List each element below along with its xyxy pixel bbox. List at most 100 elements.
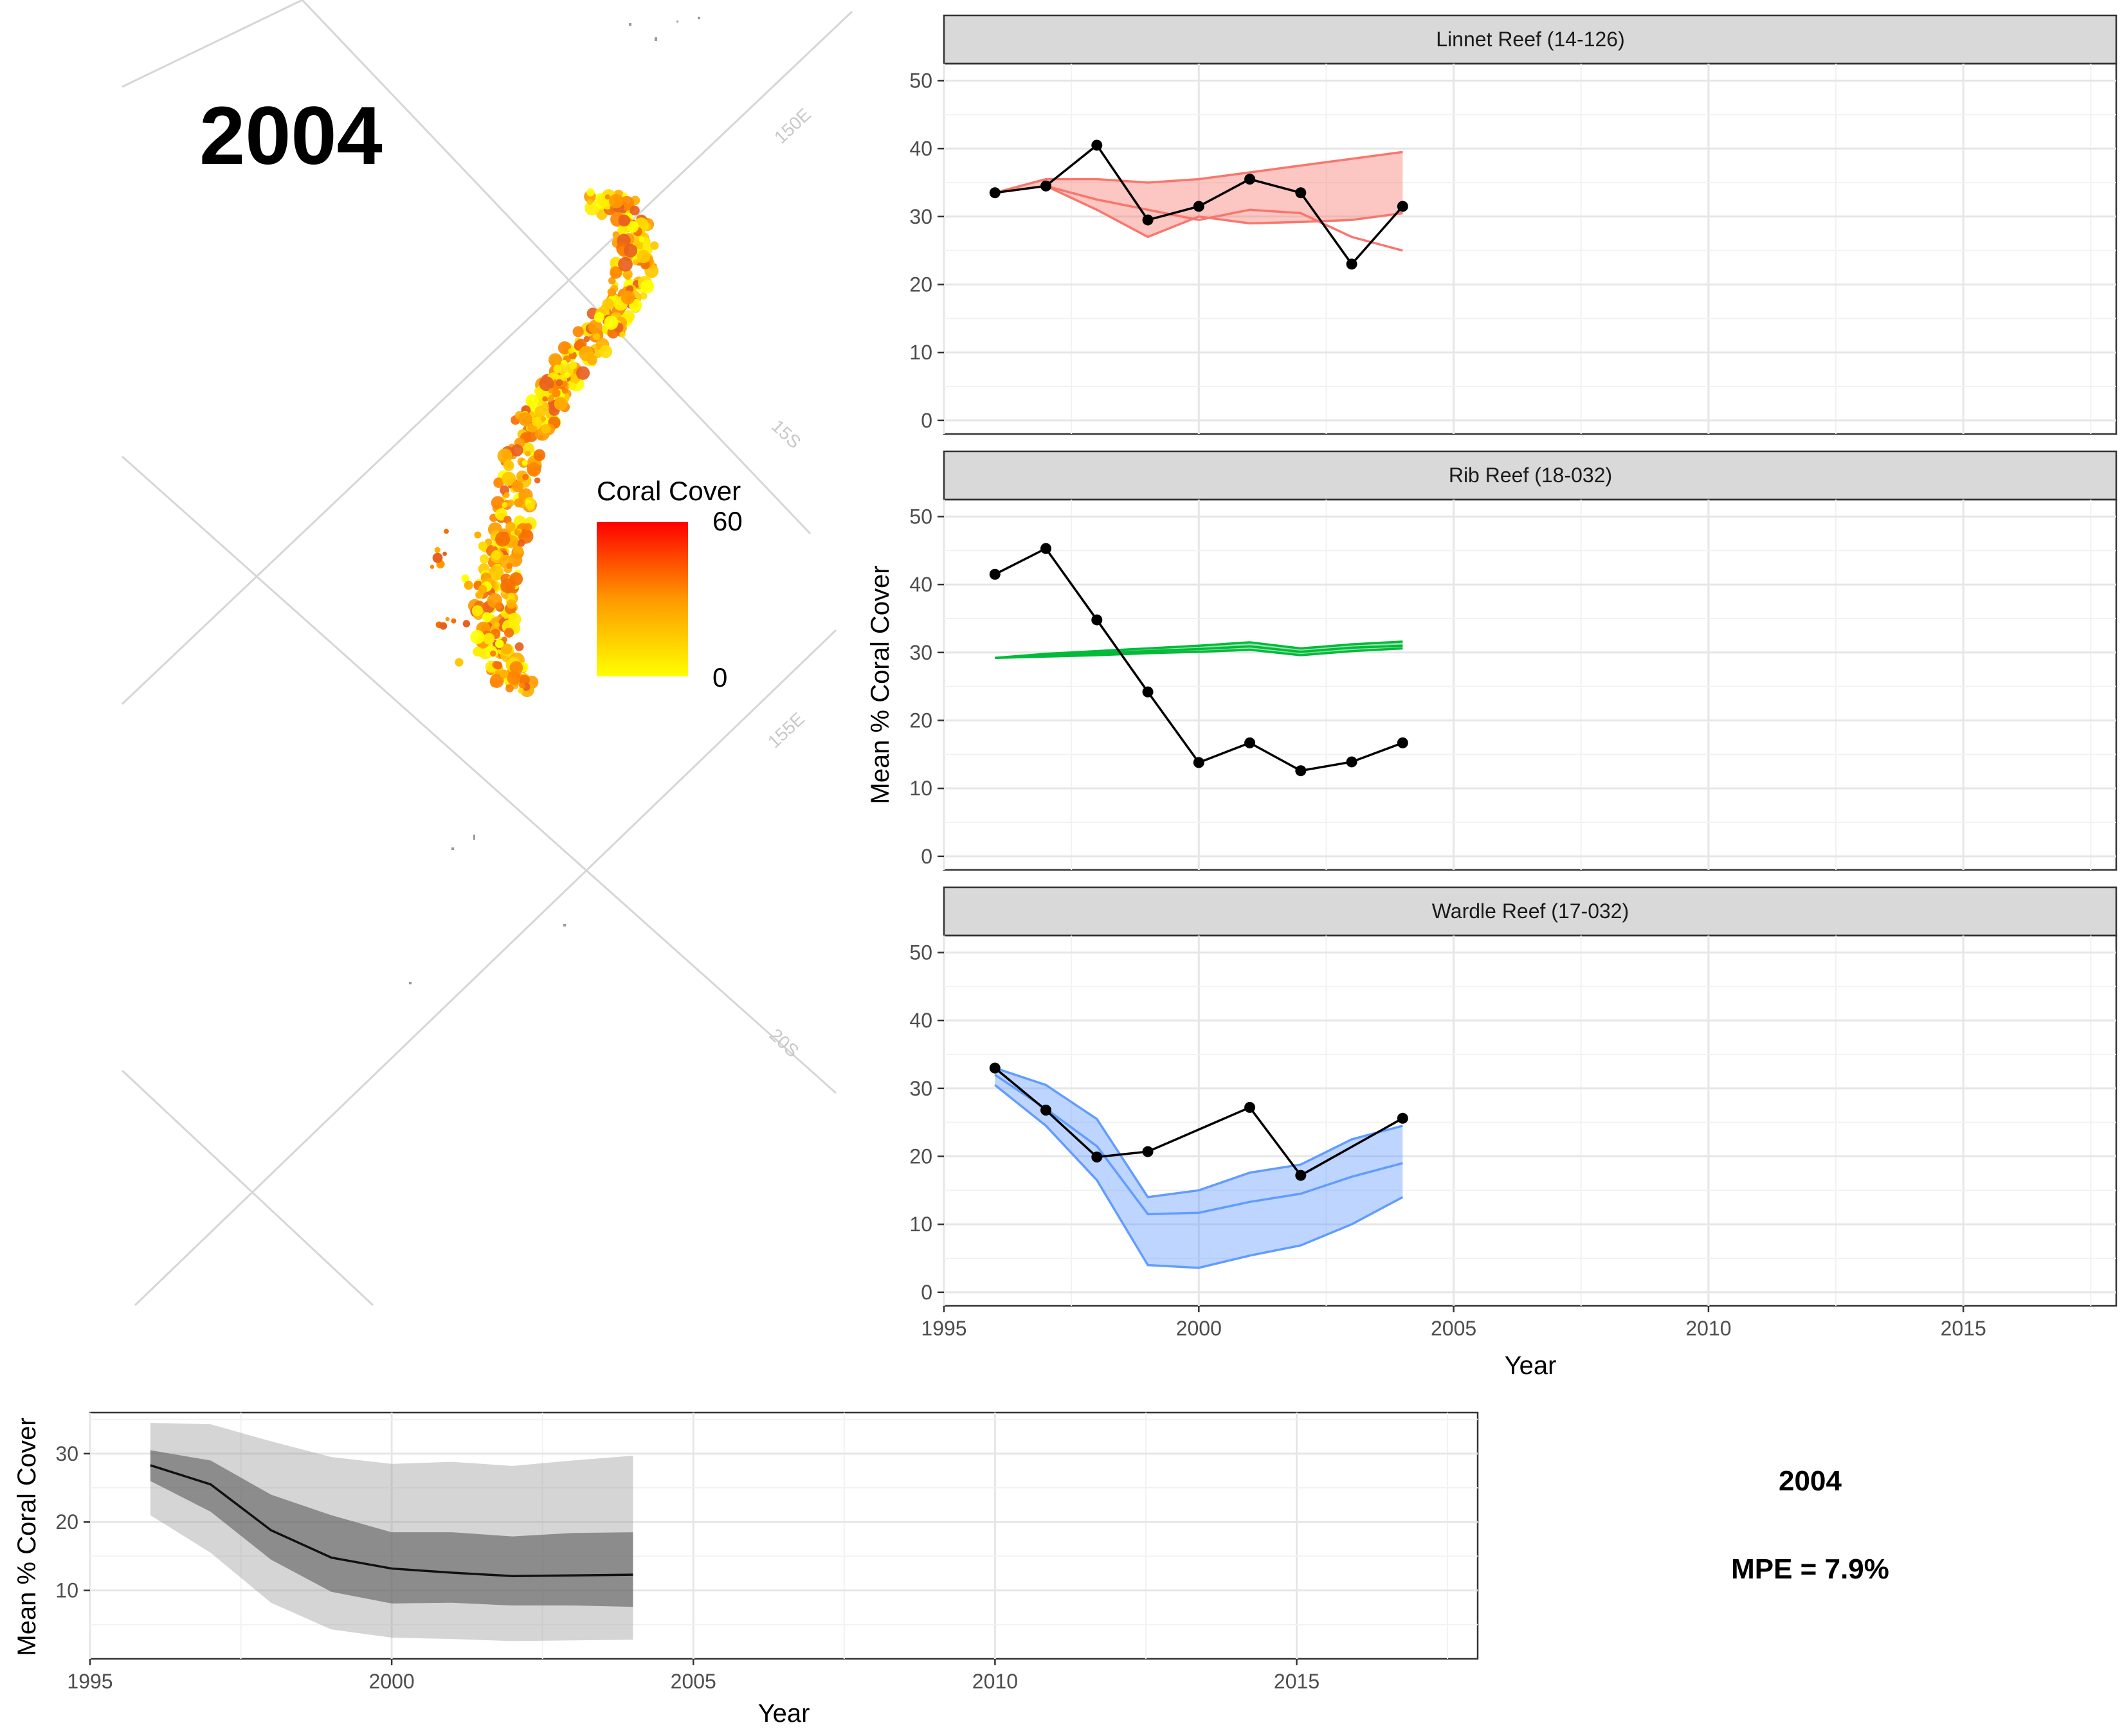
y-tick-label: 30 — [909, 641, 932, 664]
reef-point — [505, 684, 514, 692]
reef-point — [509, 661, 523, 674]
y-tick-label: 0 — [921, 845, 932, 868]
grid-lines — [943, 500, 2116, 870]
reef-point — [442, 551, 447, 556]
reef-point — [493, 477, 504, 488]
reef-point — [439, 622, 448, 630]
reef-point — [518, 539, 525, 547]
reef-point — [624, 274, 631, 280]
credible-bands — [150, 1422, 633, 1641]
observed-point — [1397, 737, 1408, 748]
observed-point — [1091, 1152, 1103, 1163]
x-tick-label: 2005 — [1431, 1317, 1476, 1340]
reef-point — [541, 424, 551, 434]
reef-point — [497, 448, 512, 464]
reef-point — [586, 188, 595, 197]
grid-lines — [943, 64, 2116, 434]
reef-point — [608, 288, 617, 296]
y-tick-label: 20 — [909, 1144, 932, 1168]
inner-credible-band — [150, 1450, 633, 1607]
reef-point — [621, 290, 635, 305]
info-year: 2004 — [1779, 1465, 1842, 1497]
observed-point — [1295, 187, 1307, 199]
observed-point — [1040, 1105, 1052, 1116]
y-tick-label: 20 — [55, 1510, 78, 1533]
reef-point — [474, 531, 482, 539]
reef-point — [572, 326, 584, 338]
reef-point — [640, 292, 648, 300]
x-tick-label: 2010 — [1685, 1317, 1731, 1340]
reef-point — [491, 541, 497, 547]
reef-point — [619, 331, 626, 338]
observed-point — [1295, 765, 1307, 777]
reef-point — [471, 605, 484, 617]
observed-point — [1397, 201, 1408, 212]
reef-point — [552, 388, 561, 398]
reef-point — [478, 585, 487, 594]
reef-point — [503, 460, 514, 471]
y-tick-label: 40 — [909, 1009, 932, 1032]
reef-point — [502, 471, 516, 486]
legend-title: Coral Cover — [597, 476, 741, 506]
reef-point — [540, 416, 547, 422]
observed-point — [1040, 180, 1052, 192]
reef-point — [483, 633, 495, 645]
reef-point — [604, 315, 619, 330]
reef-point — [568, 348, 574, 354]
y-tick-label: 0 — [921, 409, 932, 432]
reef-point — [470, 629, 485, 644]
reef-point — [511, 444, 523, 457]
reef-point — [494, 622, 500, 628]
observed-series — [989, 543, 1408, 777]
reef-point — [594, 312, 604, 323]
reef-point — [480, 554, 489, 564]
reef-point — [534, 405, 547, 418]
reef-point — [549, 353, 563, 367]
reef-point — [632, 259, 639, 266]
reef-point — [506, 563, 512, 569]
observed-point — [1244, 737, 1256, 748]
reef-point — [623, 244, 638, 258]
island — [409, 982, 412, 984]
y-tick-label: 0 — [921, 1281, 932, 1304]
graticule-line — [122, 0, 303, 88]
reef-point — [599, 345, 613, 359]
observed-point — [1091, 614, 1103, 626]
reef-point — [434, 547, 440, 554]
observed-point — [1193, 757, 1204, 768]
x-axis-ticks: 1995 2000 2005 2010 2015 — [67, 1659, 1319, 1693]
lower-bound-line — [995, 647, 1403, 660]
reef-point — [539, 376, 554, 392]
overall-trend-panel: 10 20 30 1995 2000 2005 2010 2015 — [55, 1411, 1479, 1693]
reef-point — [637, 249, 651, 264]
reef-point — [506, 599, 516, 609]
reef-point — [500, 643, 512, 655]
median-prediction-line — [995, 644, 1403, 660]
reef-point — [518, 687, 524, 694]
reef-point — [586, 199, 594, 205]
observed-point — [1397, 1112, 1408, 1124]
reef-point — [525, 451, 531, 457]
reef-point — [617, 224, 629, 236]
observed-point — [1040, 543, 1052, 554]
legend-max-label: 60 — [712, 506, 743, 536]
island — [629, 23, 631, 26]
island — [563, 924, 566, 927]
reef-point — [527, 462, 541, 477]
reef-point — [526, 502, 535, 511]
x-tick-label: 2000 — [369, 1670, 415, 1693]
graticule-label: 155E — [764, 709, 808, 752]
reef-point — [507, 499, 514, 507]
observed-point — [1295, 1170, 1307, 1181]
upper-bound-line — [994, 150, 1403, 194]
y-axis-ticks: 0 10 20 30 40 50 — [909, 69, 944, 432]
lower-bound-line — [994, 1084, 1404, 1269]
facet-rib-reef: Rib Reef (18-032) 0 10 20 30 40 50 — [909, 450, 2117, 871]
reef-point — [502, 502, 508, 508]
y-axis-ticks: 0 10 20 30 40 50 — [909, 505, 944, 868]
reef-point — [491, 550, 502, 560]
reef-point — [576, 366, 590, 380]
reef-point — [548, 388, 554, 393]
reef-point — [525, 394, 539, 408]
plot-area — [943, 62, 2117, 435]
